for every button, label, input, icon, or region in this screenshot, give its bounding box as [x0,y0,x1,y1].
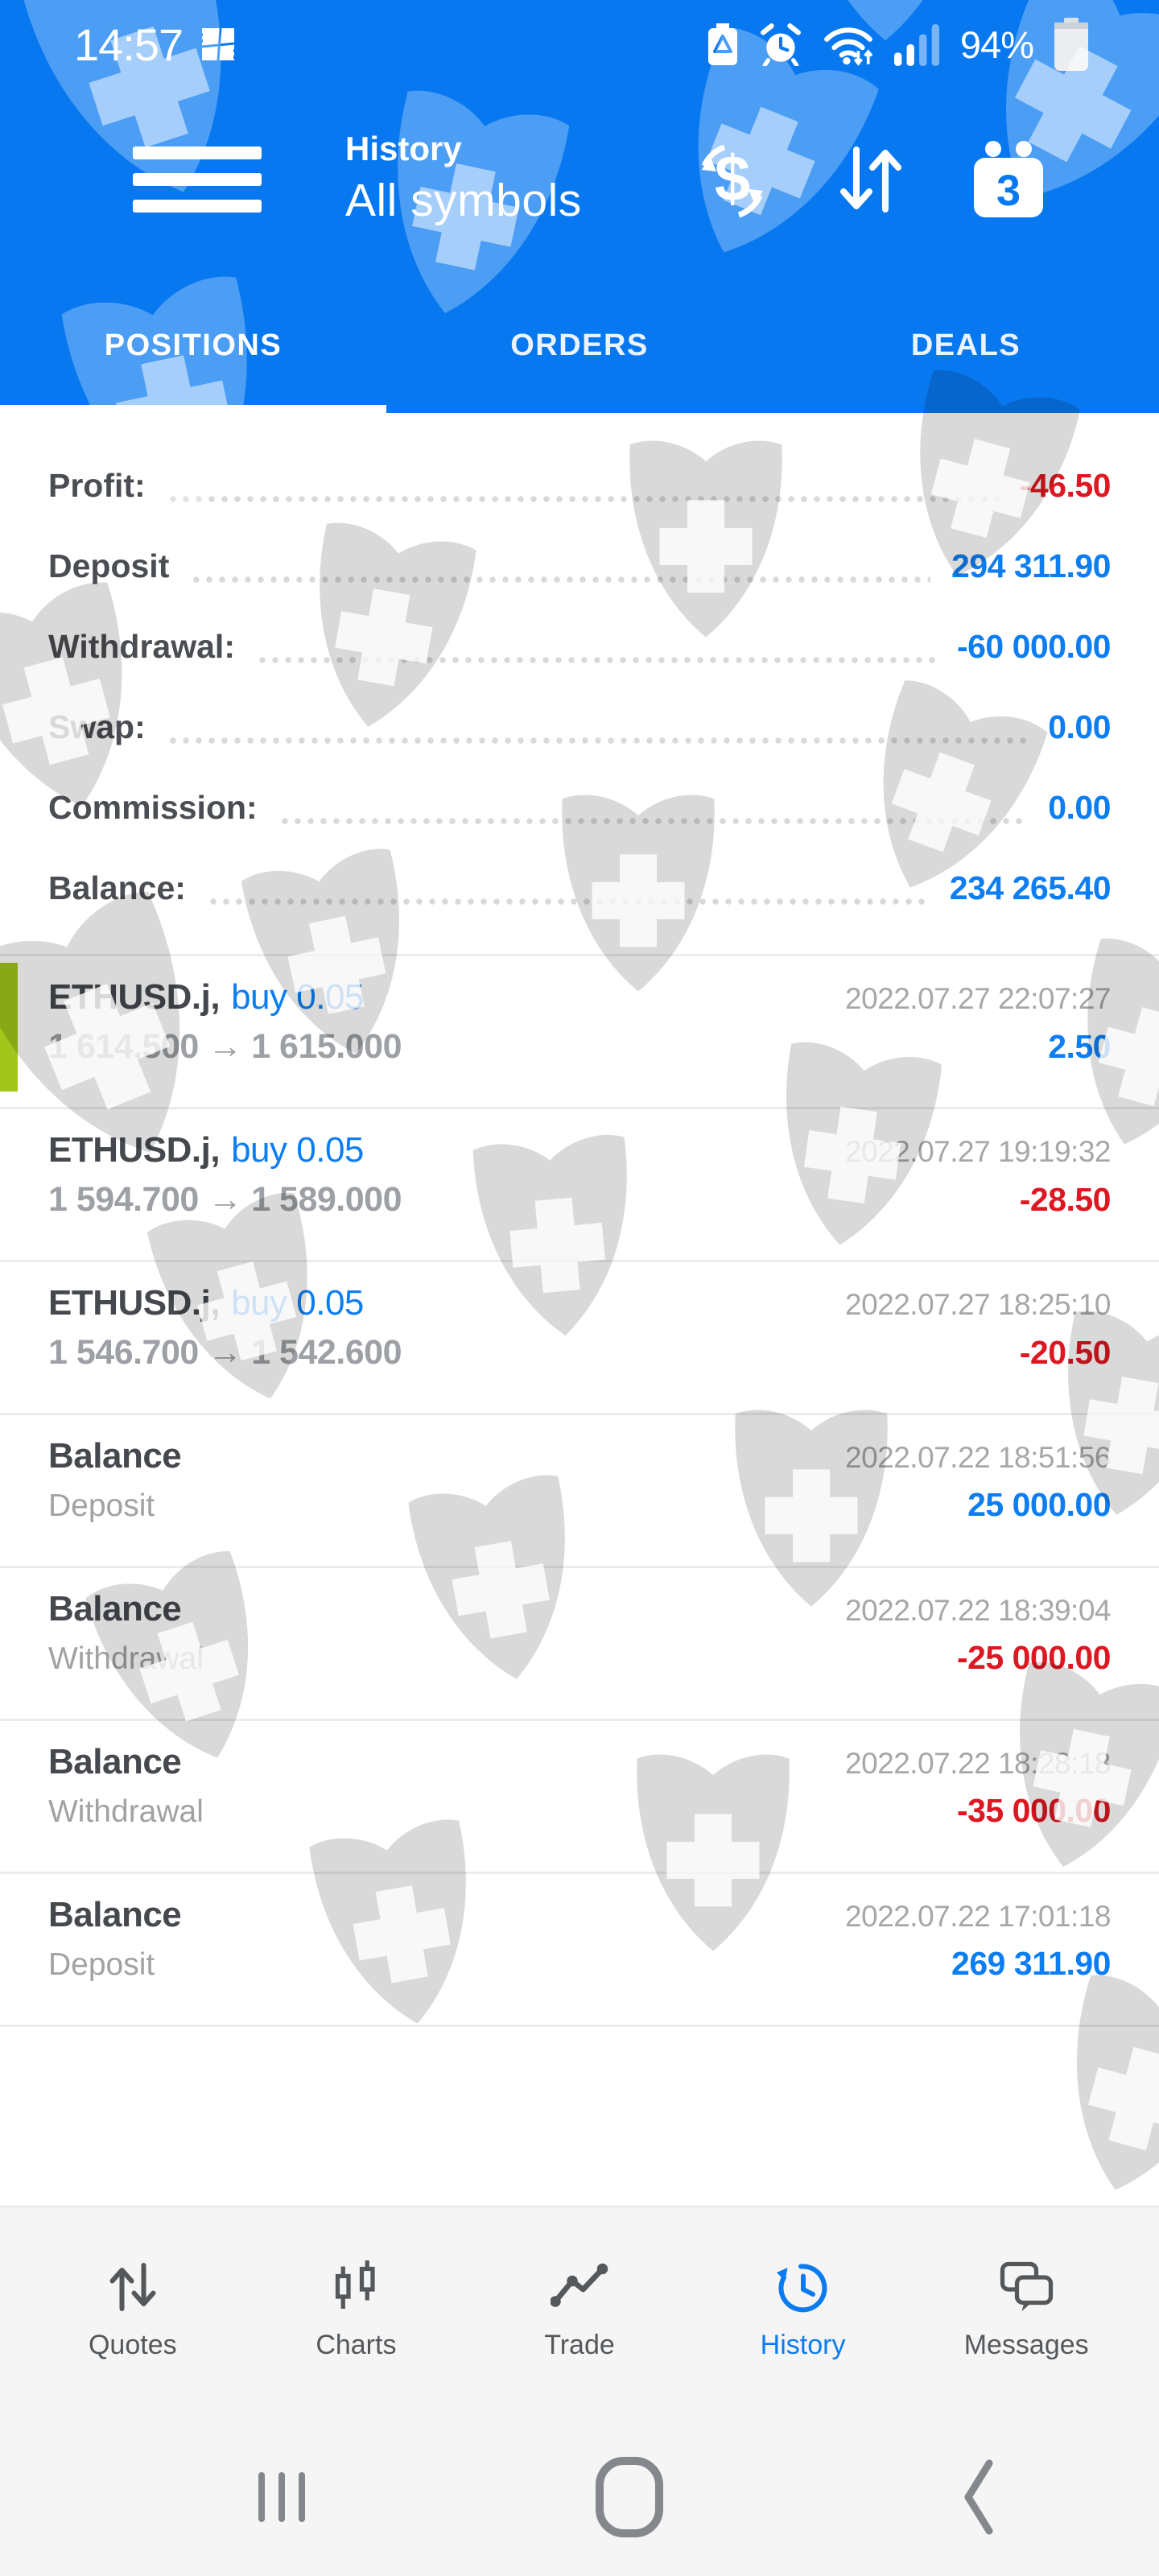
nav-history[interactable]: History [691,2207,915,2413]
divider [0,1566,1159,1568]
calendar-icon: 3 [974,140,1043,217]
recents-icon [258,2472,305,2522]
deal-row[interactable]: ETHUSD.j, buy 0.05 2022.07.27 18:25:10 1 5… [0,1262,1159,1413]
dotted-leader [190,575,931,584]
balance-row[interactable]: Balance 2022.07.22 17:01:18 Deposit 269 31… [0,1874,1159,2025]
balance-value: 234 265.40 [949,869,1112,906]
battery-icon [1054,18,1088,71]
back-icon [964,2459,993,2535]
quotes-icon [109,2262,156,2311]
currency-exchange-button[interactable]: $ [692,139,798,264]
tab-deals[interactable]: DEALS [910,328,1021,362]
status-time: 14:57 [74,19,184,70]
swap-value: 0.00 [1048,708,1111,745]
deal-row[interactable]: ETHUSD.j, buy 0.05 2022.07.27 22:07:27 1 6… [0,956,1159,1107]
wifi-icon [824,27,873,66]
profit-value: -46.50 [1019,466,1112,504]
title-block: History All symbols [345,131,582,226]
nav-quotes[interactable]: Quotes [21,2207,245,2413]
sort-button[interactable] [834,142,908,217]
summary-row-commission: Commission: 0.00 [48,788,1111,826]
withdrawal-value: -60 000.00 [956,627,1112,665]
page-title: History [345,130,462,168]
divider [0,1872,1159,1874]
messages-icon [1000,2261,1053,2311]
dotted-leader [166,494,999,504]
home-icon [596,2457,663,2537]
battery-saver-icon [707,23,737,65]
profit-marker [0,963,18,1092]
signal-icon [893,24,939,66]
nav-messages[interactable]: Messages [914,2207,1138,2413]
alarm-icon [760,23,801,66]
summary-row-withdrawal: Withdrawal: -60 000.00 [48,627,1112,665]
tab-bar: POSITIONS ORDERS DEALS [0,278,1159,413]
currency-exchange-icon: $ [701,142,798,264]
page-subtitle: All symbols [345,174,582,226]
tab-orders[interactable]: ORDERS [510,328,649,362]
android-nav-bar [0,2413,1159,2576]
charts-icon [336,2260,376,2309]
menu-button[interactable] [133,146,262,213]
app-notification-icon [200,27,237,61]
deal-list: ETHUSD.j, buy 0.05 2022.07.27 22:07:27 1 6… [0,954,1159,2027]
summary-row-profit: Profit: -46.50 [48,466,1112,504]
balance-row[interactable]: Balance 2022.07.22 18:39:04 Withdrawal -25… [0,1568,1159,1719]
app-bar: History All symbols $ [0,80,1159,278]
menu-icon [133,146,262,159]
trade-icon [550,2263,608,2307]
back-button[interactable] [955,2458,1000,2537]
divider [0,954,1159,956]
summary-row-swap: Swap: 0.00 [48,708,1111,745]
divider [0,2025,1159,2027]
deposit-value: 294 311.90 [951,547,1111,584]
history-icon [776,2263,827,2312]
commission-value: 0.00 [1048,788,1111,826]
divider [0,1413,1159,1415]
recents-button[interactable] [252,2470,311,2524]
deal-row[interactable]: ETHUSD.j, buy 0.05 2022.07.27 19:19:32 1 5… [0,1109,1159,1260]
calendar-badge: 3 [996,167,1021,215]
dotted-leader [255,655,936,665]
balance-row[interactable]: Balance 2022.07.22 18:28:18 Withdrawal -35… [0,1721,1159,1872]
divider [0,1107,1159,1109]
calendar-button[interactable]: 3 [969,140,1046,219]
bottom-nav: Quotes Charts Trade [0,2206,1159,2413]
dotted-leader [278,816,1028,826]
tab-positions[interactable]: POSITIONS [0,278,386,413]
svg-text:$: $ [715,142,751,214]
sort-arrows-icon [840,146,901,213]
battery-percent: 94% [959,23,1034,66]
nav-charts[interactable]: Charts [245,2207,468,2413]
home-button[interactable] [591,2456,668,2538]
balance-row[interactable]: Balance 2022.07.22 18:51:56 Deposit 25 000… [0,1415,1159,1566]
dotted-leader [166,736,1028,745]
dotted-leader [206,897,929,906]
nav-trade[interactable]: Trade [468,2207,691,2413]
divider [0,1719,1159,1721]
summary-row-deposit: Deposit 294 311.90 [48,547,1111,584]
status-bar: 14:57 [0,0,1159,80]
summary-row-balance: Balance: 234 265.40 [48,869,1112,906]
history-summary: Profit: -46.50 Deposit 294 311.90 Withdraw… [0,413,1159,954]
